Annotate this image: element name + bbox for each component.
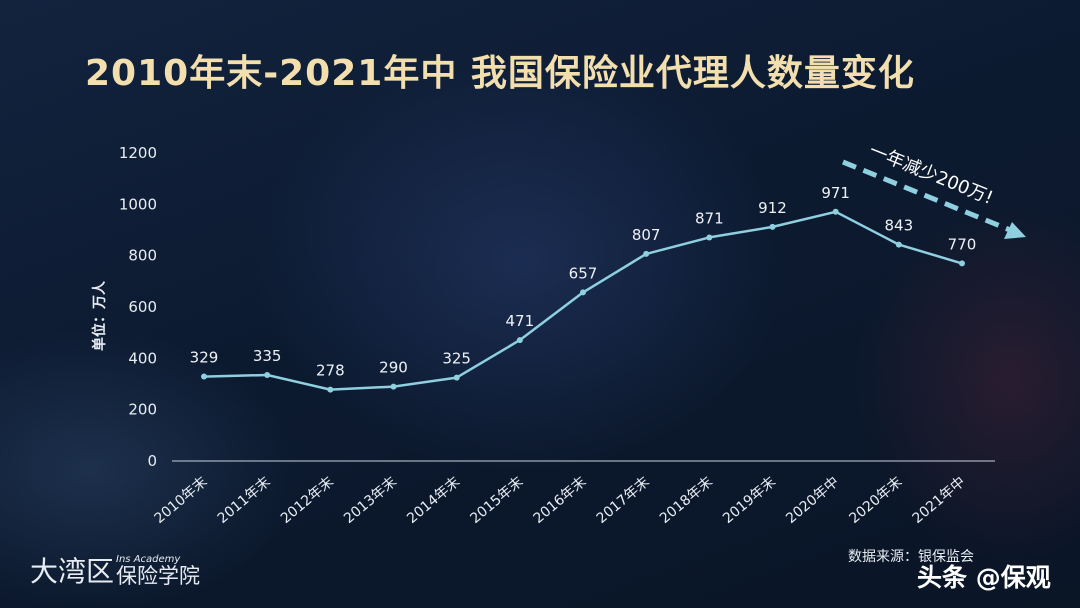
data-label: 912 <box>758 199 787 217</box>
x-tick-label: 2014年末 <box>404 474 463 527</box>
brand-mid: 保险学院 <box>116 564 201 588</box>
data-label: 329 <box>190 349 219 367</box>
y-tick-label: 0 <box>147 452 157 470</box>
x-tick-label: 2013年末 <box>341 474 400 527</box>
y-axis-label: 单位：万人 <box>91 280 108 351</box>
x-axis-ticks: 2010年末 2011年末 2012年末 2013年末 2014年末 2015年末 2016… <box>152 474 969 527</box>
data-points <box>201 208 965 393</box>
y-tick-label: 600 <box>128 298 157 316</box>
data-source: 数据来源：银保监会 <box>848 549 974 565</box>
brand-logo: 大湾区 Ins Academy 保险学院 <box>30 554 200 587</box>
data-point <box>327 386 334 393</box>
y-tick-label: 1200 <box>119 144 157 162</box>
data-point <box>264 372 271 379</box>
x-tick-label: 2012年末 <box>278 474 337 527</box>
x-tick-label: 2018年末 <box>657 474 716 527</box>
x-tick-label: 2015年末 <box>467 474 526 527</box>
data-point <box>201 373 207 380</box>
y-axis-ticks: 0 200 400 600 800 1000 1200 <box>119 144 157 470</box>
data-label: 971 <box>821 184 850 202</box>
data-label: 871 <box>695 209 724 227</box>
data-point <box>580 289 586 296</box>
x-tick-label: 2020年末 <box>846 474 905 527</box>
data-label: 278 <box>316 362 345 380</box>
data-label: 657 <box>569 264 598 282</box>
data-label: 471 <box>506 312 535 330</box>
brand-small: Ins Academy <box>116 554 181 565</box>
data-label: 843 <box>885 217 914 235</box>
x-tick-label: 2016年末 <box>531 474 590 527</box>
data-label: 807 <box>632 226 661 244</box>
data-point <box>769 223 776 230</box>
y-tick-label: 1000 <box>119 195 157 213</box>
data-point <box>832 208 839 215</box>
data-label: 770 <box>948 235 977 253</box>
data-point <box>706 234 713 241</box>
data-labels: 329 335 278 290 325 471 657 807 871 912 971 843 770 <box>190 184 977 380</box>
data-label: 325 <box>442 350 471 368</box>
y-tick-label: 400 <box>128 349 157 367</box>
data-label: 335 <box>253 347 282 365</box>
data-label: 290 <box>379 359 408 377</box>
arrow-head-icon <box>1004 222 1026 239</box>
data-point <box>895 241 902 248</box>
x-tick-label: 2011年末 <box>215 474 274 527</box>
x-tick-label: 2010年末 <box>152 474 211 527</box>
annotation-arrow <box>842 159 1011 233</box>
data-point <box>453 374 460 381</box>
data-point <box>643 250 650 257</box>
data-point <box>516 337 523 344</box>
y-tick-label: 200 <box>128 401 157 419</box>
x-tick-label: 2017年末 <box>594 474 653 527</box>
data-point <box>390 383 397 390</box>
chart-title: 2010年末-2021年中 我国保险业代理人数量变化 <box>85 53 915 94</box>
watermark: 头条 @保观 <box>917 563 1051 592</box>
brand-big: 大湾区 <box>30 555 115 588</box>
x-tick-label: 2021年中 <box>910 474 969 527</box>
x-tick-label: 2019年末 <box>720 474 779 527</box>
x-tick-label: 2020年中 <box>783 474 842 527</box>
data-point <box>959 260 965 267</box>
y-tick-label: 800 <box>128 247 157 265</box>
